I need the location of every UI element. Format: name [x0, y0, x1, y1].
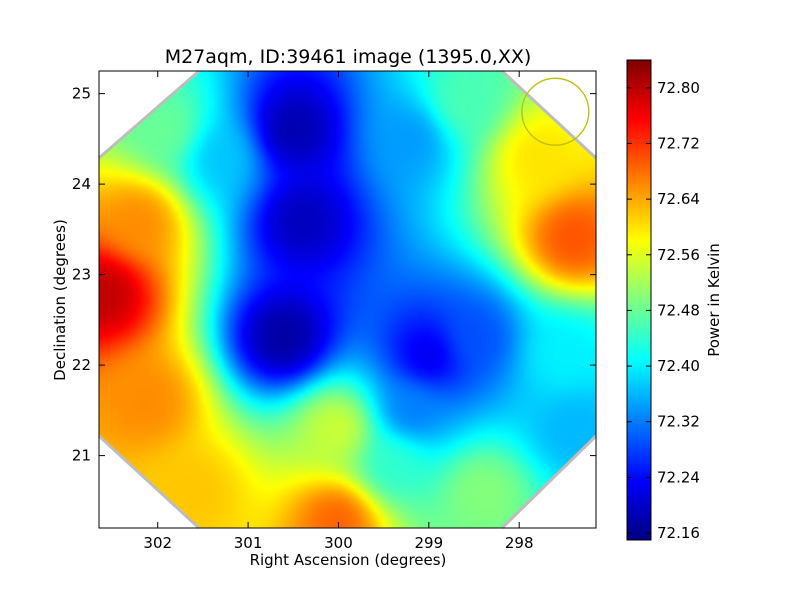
plot-area: 302 301 300 299 298 21 22 23 24 25	[72, 69, 598, 552]
y-tick-label: 23	[72, 266, 91, 284]
heatmap-image	[99, 71, 596, 528]
beam-marker	[521, 77, 590, 146]
x-tick-label: 298	[505, 534, 534, 552]
beam-circle	[521, 77, 590, 146]
x-tick-label: 302	[143, 534, 172, 552]
footprint-edge-1	[500, 69, 598, 160]
footprint-edge-3	[500, 434, 598, 530]
chart-title: M27aqm, ID:39461 image (1395.0,XX)	[165, 46, 532, 68]
footprint-edge-0	[98, 69, 200, 160]
y-tick-label: 22	[72, 356, 91, 374]
colorbar-tick-label: 72.24	[657, 468, 700, 486]
x-axis: 302 301 300 299 298	[143, 71, 534, 552]
colorbar-gradient	[626, 59, 652, 541]
y-axis-label: Declination (degrees)	[51, 219, 69, 381]
colorbar-label: Power in Kelvin	[705, 243, 723, 357]
colorbar-tick-label: 72.64	[657, 190, 700, 208]
x-tick-label: 300	[324, 534, 353, 552]
colorbar-tick-label: 72.40	[657, 357, 700, 375]
y-tick-label: 21	[72, 447, 91, 465]
colorbar-tick-label: 72.16	[657, 524, 700, 542]
x-axis-label: Right Ascension (degrees)	[250, 551, 447, 569]
colorbar-ticks: 72.16 72.24 72.32 72.40 72.48 72.56 72.64 72.72…	[627, 79, 700, 542]
colorbar-tick-label: 72.72	[657, 134, 700, 152]
footprint-edge-2	[97, 434, 201, 530]
x-tick-label: 301	[234, 534, 263, 552]
colorbar-tick-label: 72.80	[657, 79, 700, 97]
colorbar-tick-label: 72.56	[657, 246, 700, 264]
y-tick-label: 25	[72, 85, 91, 103]
footprint-mask	[97, 69, 598, 530]
heatmap-field	[99, 71, 596, 528]
colorbar-tick-label: 72.32	[657, 413, 700, 431]
y-tick-label: 24	[72, 175, 91, 193]
colorbar-tick-label: 72.48	[657, 301, 700, 319]
y-axis: 21 22 23 24 25	[72, 85, 596, 465]
colorbar: 72.16 72.24 72.32 72.40 72.48 72.56 72.64 72.72…	[626, 59, 723, 542]
plot-frame	[98, 70, 597, 529]
x-tick-label: 299	[415, 534, 444, 552]
